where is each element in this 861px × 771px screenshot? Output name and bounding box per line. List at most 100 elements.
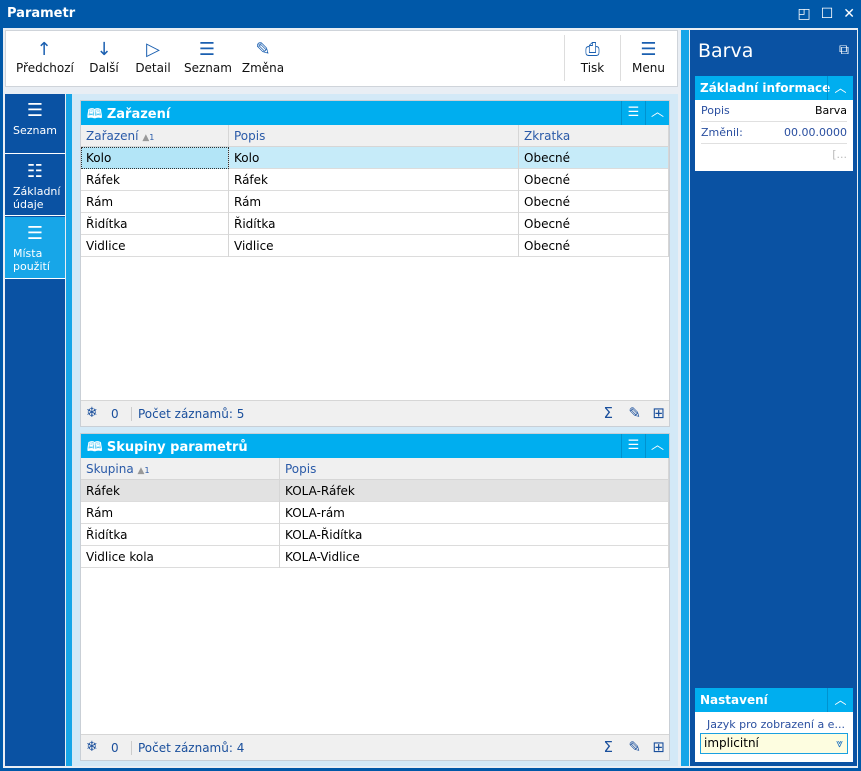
restore-icon[interactable]: ◰	[797, 6, 811, 22]
table-cell: Ráfek	[81, 480, 280, 502]
toolbar: ↑ Předchozí ↓ Další ▷ Detail ☰ Seznam ✎ Změna…	[5, 30, 678, 87]
nav-strip	[66, 94, 72, 766]
col-skupina[interactable]: Skupina ▲1	[81, 458, 280, 480]
snowflake-icon[interactable]: ❄	[86, 405, 98, 421]
label: Místa použití	[13, 247, 50, 273]
label: Další	[89, 61, 119, 75]
grid-zarazeni: 🕮 Zařazení ☰ ︿ Zařazení ▲1 Popis Zkratka …	[80, 100, 670, 427]
table-row[interactable]: Kolo Kolo Obecné	[81, 147, 669, 169]
open-external-icon[interactable]: ⧉	[839, 42, 849, 58]
nav-item-seznam[interactable]: ☰ Seznam	[5, 94, 65, 154]
hamburger-icon: ☰	[640, 39, 657, 60]
window-title: Parametr	[0, 0, 861, 28]
snowflake-icon[interactable]: ❄	[86, 739, 98, 755]
next-button[interactable]: ↓ Další	[84, 39, 124, 75]
table-row[interactable]: Ráfek KOLA-Ráfek	[81, 480, 669, 502]
splitter[interactable]	[681, 30, 689, 766]
table-row[interactable]: Vidlice Vidlice Obecné	[81, 235, 669, 257]
table-cell: Vidlice	[81, 235, 229, 257]
print-button[interactable]: ⎙ Tisk	[564, 35, 620, 81]
nav-item-mista-pouziti[interactable]: ☰ Místa použití	[5, 217, 65, 279]
label: Seznam	[13, 124, 57, 137]
table-row[interactable]: Rám Rám Obecné	[81, 191, 669, 213]
lang-label: Jazyk pro zobrazení a e...	[707, 718, 845, 731]
list-button[interactable]: ☰ Seznam	[184, 39, 232, 75]
edit-button[interactable]: ✎ Změna	[240, 39, 286, 75]
collapse-icon[interactable]: ︿	[645, 101, 669, 125]
section-settings: Nastavení ︿ Jazyk pro zobrazení a e... im…	[695, 688, 853, 762]
add-record-icon[interactable]: ⊞	[652, 738, 665, 756]
grid-title: Skupiny parametrů	[106, 440, 248, 455]
printer-icon: ⎙	[585, 39, 600, 60]
table-cell: Vidlice	[229, 235, 519, 257]
table-cell: Obecné	[519, 235, 669, 257]
collapse-icon[interactable]: ︿	[827, 688, 853, 712]
table-cell: KOLA-rám	[280, 502, 669, 524]
table-cell: Obecné	[519, 213, 669, 235]
table-cell: Ráfek	[229, 169, 519, 191]
table-row[interactable]: Řidítka Řidítka Obecné	[81, 213, 669, 235]
field-zmenil: Změnil: 00.00.0000	[701, 122, 847, 144]
dropdown-icon: ⩔	[836, 736, 843, 750]
collapse-icon[interactable]: ︿	[827, 76, 853, 100]
maximize-icon[interactable]: ☐	[820, 6, 834, 22]
table-row[interactable]: Vidlice kola KOLA-Vidlice	[81, 546, 669, 568]
menu-button[interactable]: ☰ Menu	[620, 35, 676, 81]
pencil-icon[interactable]: ✎	[628, 404, 641, 422]
pencil-icon[interactable]: ✎	[628, 738, 641, 756]
list-icon: ☰	[198, 39, 216, 60]
detail-button[interactable]: ▷ Detail	[132, 39, 174, 75]
label: Základní údaje	[13, 185, 61, 211]
collapse-icon[interactable]: ︿	[645, 434, 669, 458]
column-headers: Zařazení ▲1 Popis Zkratka	[81, 125, 669, 147]
table-cell: Ráfek	[81, 169, 229, 191]
sum-icon[interactable]: Σ	[603, 404, 613, 422]
label: Seznam	[184, 61, 232, 75]
table-cell: Rám	[81, 502, 280, 524]
table-cell: Řidítka	[229, 213, 519, 235]
arrow-up-icon: ↑	[36, 39, 52, 60]
lang-select[interactable]: implicitní ⩔	[700, 733, 848, 754]
grid-title: Zařazení	[106, 107, 171, 122]
grid-menu-icon[interactable]: ☰	[621, 434, 645, 458]
panel-title: Barva	[698, 40, 754, 62]
grid-skupiny-parametru: 🕮 Skupiny parametrů ☰ ︿ Skupina ▲1 Popis …	[80, 433, 670, 761]
list-icon: ☰	[26, 100, 44, 121]
side-nav: ☰ Seznam ☷ Základní údaje ☰ Místa použití	[5, 94, 65, 766]
more-link[interactable]: [...	[832, 148, 847, 161]
table-cell: Řidítka	[81, 213, 229, 235]
grid-menu-icon[interactable]: ☰	[621, 101, 645, 125]
sum-icon[interactable]: Σ	[603, 738, 613, 756]
nav-item-zakladni-udaje[interactable]: ☷ Základní údaje	[5, 155, 65, 216]
table-row[interactable]: Rám KOLA-rám	[81, 502, 669, 524]
section-basic-info: Základní informace ︿ Popis Barva Změnil: 00…	[695, 76, 853, 171]
grid-footer: ❄ 0 Počet záznamů: 4 Σ ✎ ⊞	[81, 734, 669, 760]
book-icon: 🕮	[87, 107, 103, 122]
col-zarazeni[interactable]: Zařazení ▲1	[81, 125, 229, 147]
list-bullets-icon: ☷	[26, 161, 44, 182]
grid-header: 🕮 Skupiny parametrů ☰ ︿	[81, 434, 669, 458]
add-record-icon[interactable]: ⊞	[652, 404, 665, 422]
col-zkratka[interactable]: Zkratka	[519, 125, 669, 147]
table-cell: KOLA-Řidítka	[280, 524, 669, 546]
table-cell: Řidítka	[81, 524, 280, 546]
col-popis[interactable]: Popis	[280, 458, 669, 480]
table-cell: Kolo	[81, 147, 229, 169]
table-row[interactable]: Ráfek Ráfek Obecné	[81, 169, 669, 191]
table-cell: KOLA-Vidlice	[280, 546, 669, 568]
right-panel: Barva ⧉ Základní informace ︿ Popis Barva Z…	[690, 30, 857, 766]
table-cell: Obecné	[519, 147, 669, 169]
previous-button[interactable]: ↑ Předchozí	[16, 39, 74, 75]
grid-footer: ❄ 0 Počet záznamů: 5 Σ ✎ ⊞	[81, 400, 669, 426]
grid-header: 🕮 Zařazení ☰ ︿	[81, 101, 669, 125]
close-icon[interactable]: ✕	[843, 6, 855, 22]
table-row[interactable]: Řidítka KOLA-Řidítka	[81, 524, 669, 546]
play-icon: ▷	[146, 39, 160, 60]
arrow-down-icon: ↓	[96, 39, 112, 60]
record-count: Počet záznamů: 5	[131, 407, 244, 421]
label: Menu	[632, 61, 665, 75]
col-popis[interactable]: Popis	[229, 125, 519, 147]
field-popis: Popis Barva	[701, 100, 847, 122]
section-title: Nastavení	[700, 693, 768, 707]
pencil-icon: ✎	[255, 39, 271, 60]
